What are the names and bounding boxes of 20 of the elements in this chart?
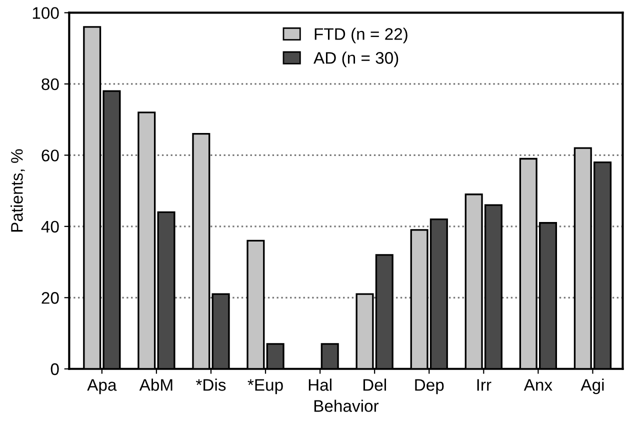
y-tick-label: 40: [41, 220, 59, 233]
x-tick-label: *Eup: [248, 379, 283, 394]
y-tick-label: 100: [32, 7, 59, 19]
y-axis-title: Patients, %: [10, 149, 25, 232]
y-tick-label: 0: [50, 363, 59, 376]
x-tick-label: Hal: [308, 378, 332, 391]
y-tick-label: 60: [42, 150, 59, 162]
x-tick-label: Agi: [580, 378, 604, 394]
x-tick-label: Irr: [477, 379, 492, 391]
legend-label: AD (n = 30): [314, 52, 398, 68]
x-tick-label: Apa: [87, 379, 117, 394]
x-axis-title: Behavior: [314, 400, 379, 412]
legend-label: FTD (n = 22): [314, 28, 408, 44]
x-tick-label: AbM: [139, 378, 172, 391]
x-tick-label: Dep: [415, 379, 444, 394]
x-tick-label: Anx: [524, 379, 552, 391]
y-tick-label: 20: [42, 292, 59, 304]
x-tick-label: Del: [363, 378, 386, 391]
x-tick-label: *Dis: [196, 378, 226, 391]
y-tick-label: 80: [42, 78, 59, 90]
